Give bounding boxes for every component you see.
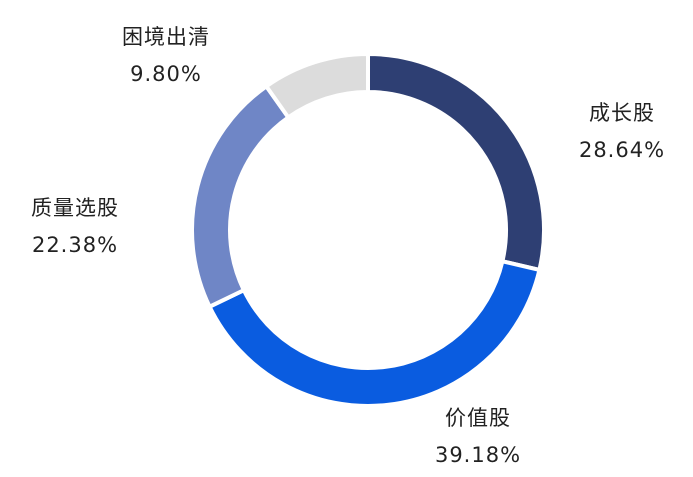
label-growth: 成长股 28.64% xyxy=(579,95,665,169)
donut-slice-1 xyxy=(206,258,542,408)
label-quality: 质量选股 22.38% xyxy=(31,190,119,264)
donut-slice-3 xyxy=(263,51,370,121)
slice-name: 困境出清 xyxy=(122,25,210,49)
slice-name: 价值股 xyxy=(444,406,511,430)
donut-slice-2 xyxy=(190,83,292,310)
slice-value: 9.80% xyxy=(130,62,202,86)
slice-name: 成长股 xyxy=(588,101,655,125)
label-distressed: 困境出清 9.80% xyxy=(122,19,210,93)
donut-slice-0 xyxy=(366,51,546,273)
slice-value: 28.64% xyxy=(578,138,666,162)
slice-value: 22.38% xyxy=(31,233,119,257)
slice-name: 质量选股 xyxy=(31,196,119,220)
label-value: 价值股 39.18% xyxy=(435,400,521,474)
slice-value: 39.18% xyxy=(434,443,522,467)
